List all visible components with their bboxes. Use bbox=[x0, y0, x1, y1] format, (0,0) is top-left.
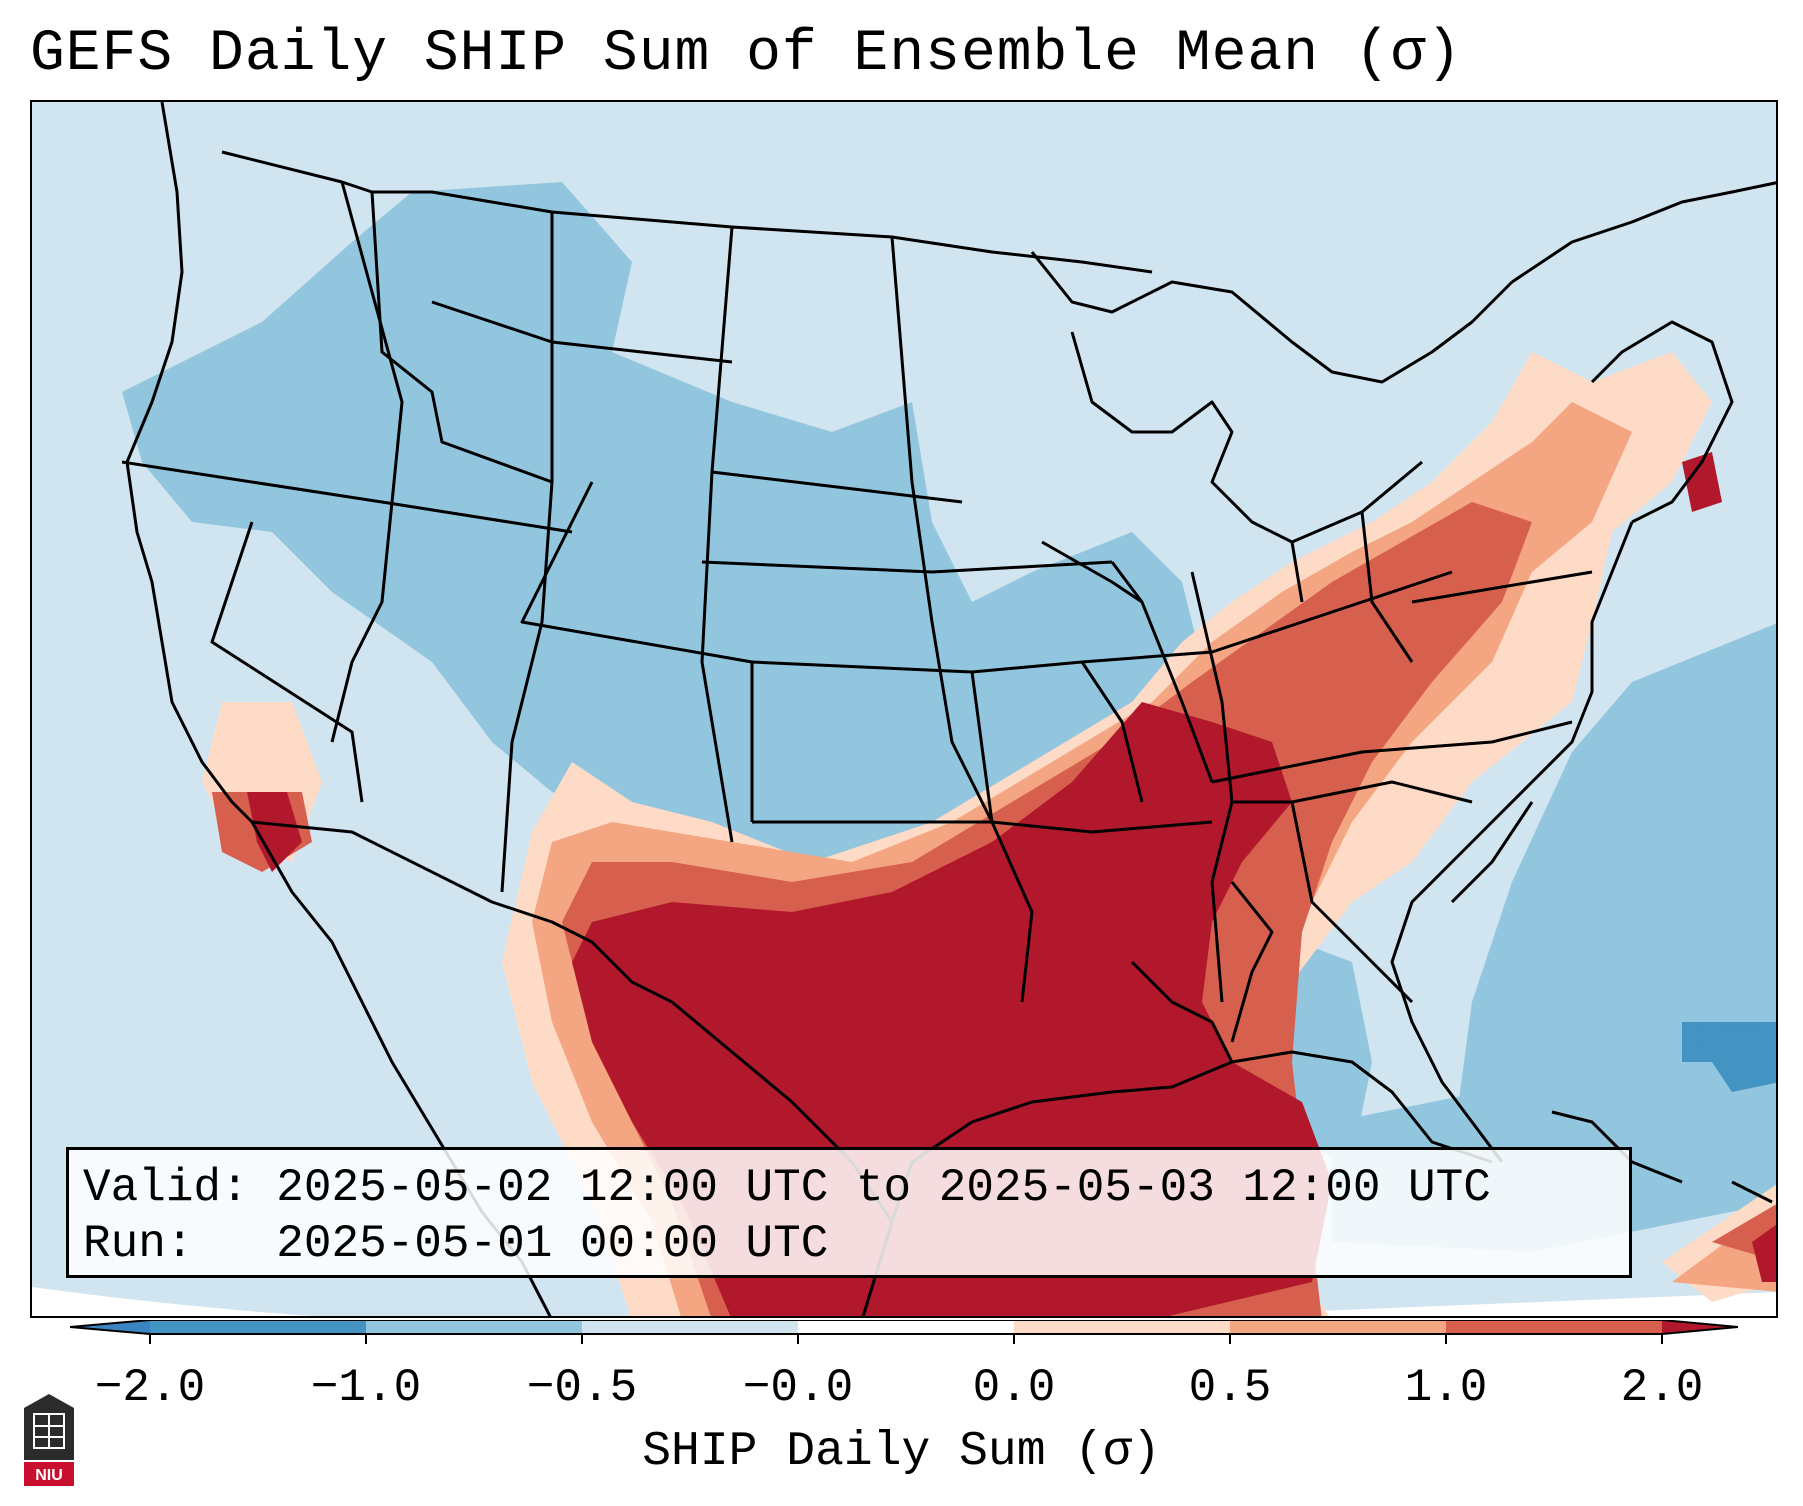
colorbar bbox=[69, 1319, 1739, 1362]
colorbar-tick-label: −1.0 bbox=[310, 1362, 422, 1414]
colorbar-tick-label: 0.0 bbox=[972, 1362, 1056, 1414]
valid-value: 2025-05-02 12:00 UTC to 2025-05-03 12:00… bbox=[276, 1162, 1491, 1214]
svg-text:NIU: NIU bbox=[35, 1467, 63, 1484]
colorbar-extend-low bbox=[70, 1320, 150, 1334]
colorbar-bin-m1-m05 bbox=[366, 1320, 582, 1334]
colorbar-bin-05-1 bbox=[1230, 1320, 1446, 1334]
valid-row: Valid: 2025-05-02 12:00 UTC to 2025-05-0… bbox=[83, 1160, 1615, 1216]
colorbar-bin-m05-0 bbox=[582, 1320, 798, 1334]
validity-info-box: Valid: 2025-05-02 12:00 UTC to 2025-05-0… bbox=[66, 1147, 1632, 1278]
colorbar-bin-0-0 bbox=[798, 1320, 1014, 1334]
colorbar-extend-high bbox=[1662, 1320, 1738, 1334]
valid-label: Valid: bbox=[83, 1162, 249, 1214]
colorbar-graphic bbox=[69, 1319, 1739, 1344]
map-canvas bbox=[32, 102, 1776, 1316]
colorbar-tick-label: −0.5 bbox=[526, 1362, 638, 1414]
colorbar-bin-m2-m1 bbox=[150, 1320, 366, 1334]
map-title: GEFS Daily SHIP Sum of Ensemble Mean (σ) bbox=[30, 22, 1463, 87]
colorbar-bin-1-2 bbox=[1446, 1320, 1662, 1334]
colorbar-tick-label: 2.0 bbox=[1620, 1362, 1704, 1414]
colorbar-tick-label: −2.0 bbox=[94, 1362, 206, 1414]
colorbar-label: SHIP Daily Sum (σ) bbox=[642, 1425, 1161, 1479]
colorbar-tick-label: −0.0 bbox=[742, 1362, 854, 1414]
colorbar-ticks bbox=[149, 1334, 1663, 1344]
colorbar-tick-label: 0.5 bbox=[1188, 1362, 1272, 1414]
university-seal-icon: NIU bbox=[20, 1390, 78, 1490]
colorbar-bin-0-05 bbox=[1014, 1320, 1230, 1334]
run-value: 2025-05-01 00:00 UTC bbox=[276, 1218, 829, 1270]
run-label: Run: bbox=[83, 1218, 194, 1270]
outside-domain bbox=[32, 1287, 1776, 1316]
colorbar-tick-label: 1.0 bbox=[1404, 1362, 1488, 1414]
political-boundaries bbox=[121, 102, 1776, 1316]
map-panel bbox=[30, 100, 1778, 1318]
run-row: Run: 2025-05-01 00:00 UTC bbox=[83, 1216, 1615, 1272]
